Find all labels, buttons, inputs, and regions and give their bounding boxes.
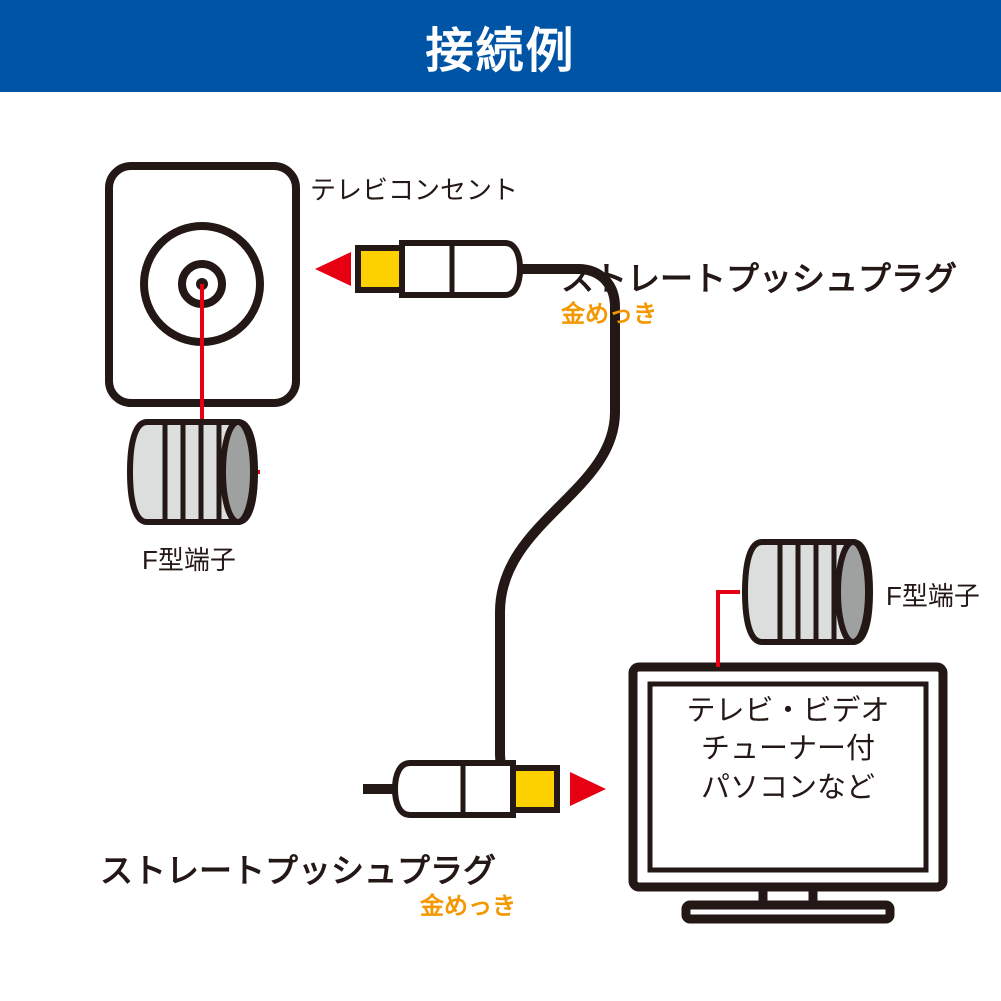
device-text: テレビ・ビデオ チューナー付 パソコンなど	[656, 692, 920, 807]
header-title: 接続例	[425, 11, 575, 81]
device-line3: パソコンなど	[656, 769, 920, 807]
plug-bottom-title: ストレートプッシュプラグ	[100, 844, 496, 892]
f-connector-top-label: F型端子	[142, 540, 236, 577]
device-line2: チューナー付	[656, 730, 920, 768]
plug-bottom-sub: 金めっき	[420, 886, 516, 921]
diagram-canvas: テレビコンセント F型端子 F型端子 ストレートプッシュプラグ 金めっき ストレ…	[0, 92, 1001, 1001]
f-connector-right-label: F型端子	[886, 576, 980, 613]
plug-top-sub: 金めっき	[561, 294, 657, 329]
header-banner: 接続例	[0, 0, 1001, 92]
f-connector-right-icon	[740, 537, 875, 647]
device-line1: テレビ・ビデオ	[656, 692, 920, 730]
plug-top-title: ストレートプッシュプラグ	[561, 252, 957, 300]
tv-outlet-label: テレビコンセント	[310, 170, 518, 207]
